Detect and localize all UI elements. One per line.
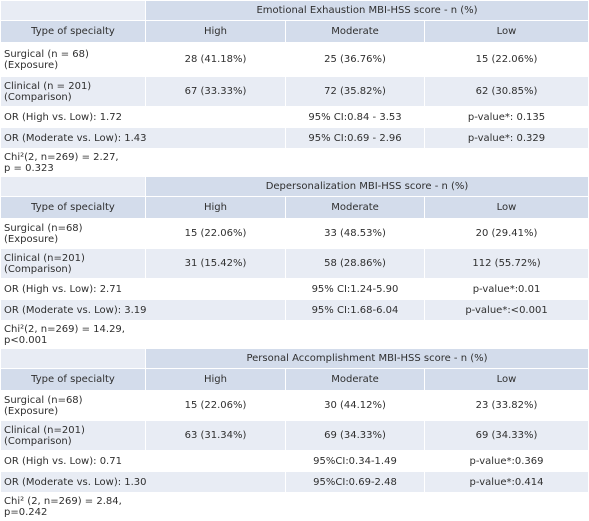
or-row: OR (High vs. Low): 0.71 95%CI:0.34-1.49 … <box>0 450 589 472</box>
header-low: Low <box>423 196 589 219</box>
value-cell: 20 (29.41%) <box>423 218 589 249</box>
p-value-cell: p-value*: 0.135 <box>423 106 589 128</box>
blank-cell <box>0 348 146 369</box>
p-value-cell: p-value*:0.414 <box>423 471 589 493</box>
value-cell: 69 (34.33%) <box>285 420 425 451</box>
column-header-row: Type of specialty High Moderate Low <box>0 196 589 219</box>
value-cell: 15 (22.06%) <box>145 218 286 249</box>
blank-cell <box>144 492 589 521</box>
value-cell: 31 (15.42%) <box>145 248 286 279</box>
or-label: OR (High vs. Low): 1.72 <box>0 106 286 128</box>
section-title-row: Emotional Exhaustion MBI-HSS score - n (… <box>0 0 589 21</box>
chi-row: Chi² (2, n=269) = 2.84, p=0.242 <box>0 492 589 521</box>
chi-row: Chi²(2, n=269) = 2.27, p = 0.323 <box>0 148 589 177</box>
value-cell: 25 (36.76%) <box>285 42 425 77</box>
header-high: High <box>145 368 286 391</box>
ci-cell: 95%CI:0.34-1.49 <box>285 450 425 472</box>
or-row: OR (High vs. Low): 2.71 95% CI:1.24-5.90… <box>0 278 589 300</box>
header-type-of-specialty: Type of specialty <box>0 196 146 219</box>
value-cell: 33 (48.53%) <box>285 218 425 249</box>
chi-row: Chi²(2, n=269) = 14.29, p<0.001 <box>0 320 589 349</box>
or-label: OR (High vs. Low): 2.71 <box>0 278 286 300</box>
value-cell: 28 (41.18%) <box>145 42 286 77</box>
value-cell: 69 (34.33%) <box>423 420 589 451</box>
value-cell: 63 (31.34%) <box>145 420 286 451</box>
group-label: Clinical (n=201) (Comparison) <box>0 248 146 279</box>
column-header-row: Type of specialty High Moderate Low <box>0 368 589 391</box>
value-cell: 67 (33.33%) <box>145 76 286 107</box>
chi-square-cell: Chi² (2, n=269) = 2.84, p=0.242 <box>0 492 146 521</box>
value-cell: 72 (35.82%) <box>285 76 425 107</box>
blank-cell <box>0 0 146 21</box>
ci-cell: 95% CI:0.84 - 3.53 <box>285 106 425 128</box>
header-moderate: Moderate <box>285 20 425 43</box>
or-row: OR (Moderate vs. Low): 3.19 95% CI:1.68-… <box>0 299 589 321</box>
section-title: Personal Accomplishment MBI-HSS score - … <box>144 348 589 369</box>
or-label: OR (High vs. Low): 0.71 <box>0 450 286 472</box>
table-row: Clinical (n=201) (Comparison) 31 (15.42%)… <box>0 248 589 279</box>
or-label: OR (Moderate vs. Low): 1.43 <box>0 127 286 149</box>
blank-cell <box>144 148 589 177</box>
blank-cell <box>0 176 146 197</box>
group-label: Clinical (n = 201) (Comparison) <box>0 76 146 107</box>
ci-cell: 95% CI:1.24-5.90 <box>285 278 425 300</box>
header-type-of-specialty: Type of specialty <box>0 368 146 391</box>
p-value-cell: p-value*:<0.001 <box>423 299 589 321</box>
header-high: High <box>145 196 286 219</box>
group-label: Clinical (n=201) (Comparison) <box>0 420 146 451</box>
header-moderate: Moderate <box>285 196 425 219</box>
ci-cell: 95% CI:0.69 - 2.96 <box>285 127 425 149</box>
ci-cell: 95%CI:0.69-2.48 <box>285 471 425 493</box>
group-label: Surgical (n=68) (Exposure) <box>0 390 146 421</box>
table-row: Clinical (n=201) (Comparison) 63 (31.34%)… <box>0 420 589 451</box>
or-label: OR (Moderate vs. Low): 1.30 <box>0 471 286 493</box>
header-type-of-specialty: Type of specialty <box>0 20 146 43</box>
value-cell: 15 (22.06%) <box>145 390 286 421</box>
chi-square-cell: Chi²(2, n=269) = 2.27, p = 0.323 <box>0 148 146 177</box>
or-label: OR (Moderate vs. Low): 3.19 <box>0 299 286 321</box>
value-cell: 58 (28.86%) <box>285 248 425 279</box>
p-value-cell: p-value*:0.369 <box>423 450 589 472</box>
value-cell: 62 (30.85%) <box>423 76 589 107</box>
table-row: Surgical (n = 68) (Exposure) 28 (41.18%) … <box>0 42 589 77</box>
or-row: OR (High vs. Low): 1.72 95% CI:0.84 - 3.… <box>0 106 589 128</box>
table-row: Clinical (n = 201) (Comparison) 67 (33.33… <box>0 76 589 107</box>
header-low: Low <box>423 20 589 43</box>
chi-square-cell: Chi²(2, n=269) = 14.29, p<0.001 <box>0 320 146 349</box>
value-cell: 15 (22.06%) <box>423 42 589 77</box>
or-row: OR (Moderate vs. Low): 1.43 95% CI:0.69 … <box>0 127 589 149</box>
group-label: Surgical (n=68) (Exposure) <box>0 218 146 249</box>
p-value-cell: p-value*: 0.329 <box>423 127 589 149</box>
value-cell: 112 (55.72%) <box>423 248 589 279</box>
ci-cell: 95% CI:1.68-6.04 <box>285 299 425 321</box>
or-row: OR (Moderate vs. Low): 1.30 95%CI:0.69-2… <box>0 471 589 493</box>
section-title: Depersonalization MBI-HSS score - n (%) <box>144 176 589 197</box>
header-moderate: Moderate <box>285 368 425 391</box>
column-header-row: Type of specialty High Moderate Low <box>0 20 589 43</box>
blank-cell <box>144 320 589 349</box>
header-high: High <box>145 20 286 43</box>
section-title-row: Depersonalization MBI-HSS score - n (%) <box>0 176 589 197</box>
section-title: Emotional Exhaustion MBI-HSS score - n (… <box>144 0 589 21</box>
section-title-row: Personal Accomplishment MBI-HSS score - … <box>0 348 589 369</box>
group-label: Surgical (n = 68) (Exposure) <box>0 42 146 77</box>
value-cell: 30 (44.12%) <box>285 390 425 421</box>
header-low: Low <box>423 368 589 391</box>
p-value-cell: p-value*:0.01 <box>423 278 589 300</box>
value-cell: 23 (33.82%) <box>423 390 589 421</box>
table-row: Surgical (n=68) (Exposure) 15 (22.06%) 30… <box>0 390 589 421</box>
table-row: Surgical (n=68) (Exposure) 15 (22.06%) 33… <box>0 218 589 249</box>
